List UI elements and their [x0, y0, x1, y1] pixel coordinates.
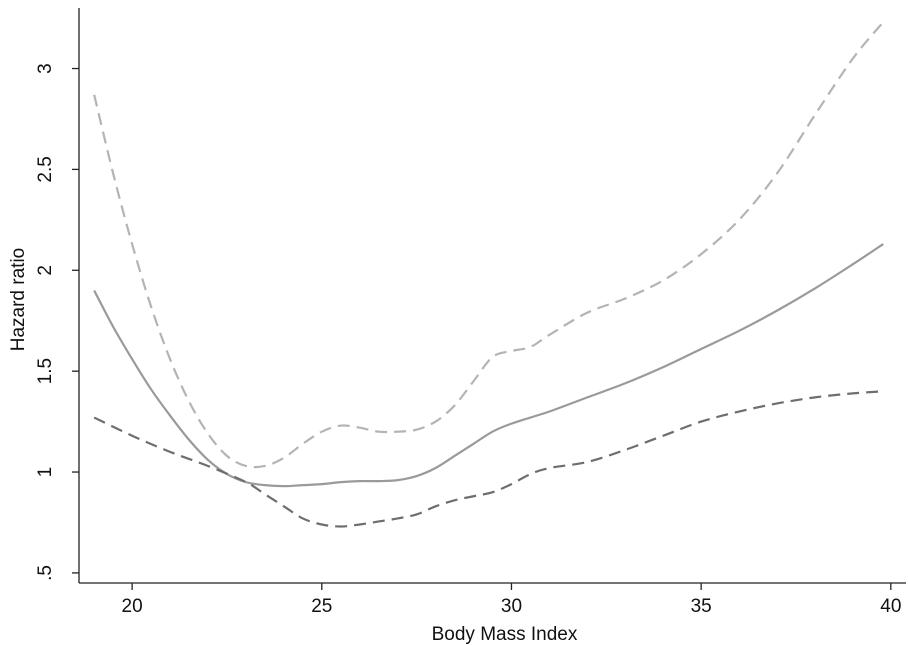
lower-ci-dashed-line — [93, 390, 884, 528]
y-axis-title: Hazard ratio — [8, 248, 29, 352]
x-tick-label: 35 — [691, 596, 712, 617]
upper-ci-dashed-line — [93, 21, 885, 469]
y-tick-label: 1 — [35, 467, 56, 478]
hazard-ratio-line — [93, 243, 884, 488]
x-tick-label: 25 — [311, 596, 332, 617]
y-tick-label: .5 — [35, 565, 56, 581]
x-tick-label: 20 — [122, 596, 143, 617]
x-axis-title: Body Mass Index — [432, 624, 578, 645]
y-tick-label: 2 — [35, 265, 56, 276]
series-layer — [93, 21, 885, 528]
x-tick-label: 30 — [501, 596, 522, 617]
y-tick-label: 3 — [35, 63, 56, 74]
y-axis: .5 1 1.5 2 2.5 3 — [35, 63, 79, 581]
plot-frame — [78, 8, 906, 584]
x-tick-label: 40 — [880, 596, 901, 617]
y-tick-label: 1.5 — [35, 358, 56, 384]
x-axis: 20 25 30 35 40 — [122, 583, 901, 617]
y-tick-label: 2.5 — [35, 156, 56, 182]
